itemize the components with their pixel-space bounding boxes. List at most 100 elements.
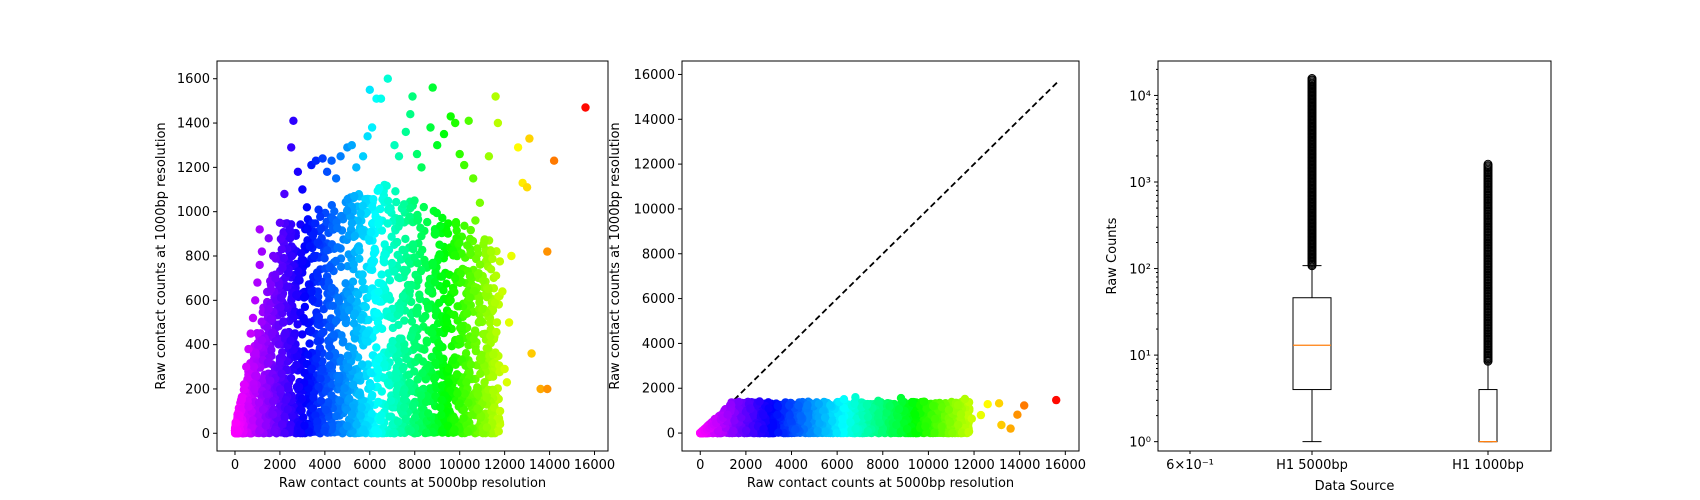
data-point xyxy=(357,403,366,412)
data-point xyxy=(364,315,373,325)
data-point xyxy=(244,344,253,354)
data-point xyxy=(382,181,391,190)
data-point xyxy=(424,409,433,418)
data-point xyxy=(328,301,337,310)
data-point xyxy=(369,195,378,204)
data-point xyxy=(294,382,304,392)
data-point xyxy=(498,287,507,296)
data-point xyxy=(414,276,423,285)
data-point xyxy=(348,344,357,353)
data-point xyxy=(376,94,386,103)
data-point xyxy=(350,309,360,318)
data-point xyxy=(390,141,399,150)
y-tick-label: 200 xyxy=(185,382,210,397)
data-point xyxy=(431,358,440,367)
data-point xyxy=(406,204,415,213)
data-point xyxy=(453,389,462,398)
data-point xyxy=(432,208,441,218)
data-point xyxy=(488,254,497,263)
data-point xyxy=(491,92,500,101)
data-point xyxy=(374,397,383,407)
data-point xyxy=(281,395,291,405)
data-point xyxy=(387,232,396,241)
data-point xyxy=(327,379,336,389)
data-point xyxy=(491,271,501,280)
data-point xyxy=(415,294,425,304)
data-point xyxy=(374,287,383,296)
data-point xyxy=(387,258,397,268)
data-point xyxy=(307,287,316,296)
data-point xyxy=(302,203,312,212)
data-point xyxy=(362,329,371,338)
data-point xyxy=(299,313,308,323)
data-point xyxy=(436,403,445,412)
x-tick-label: 6000 xyxy=(353,458,386,473)
data-point xyxy=(394,357,403,366)
data-point xyxy=(406,426,415,435)
data-point xyxy=(330,207,339,216)
data-point xyxy=(465,293,475,302)
data-point xyxy=(536,384,545,394)
data-point xyxy=(332,411,341,421)
data-point xyxy=(393,237,402,247)
data-point xyxy=(448,355,458,365)
data-point xyxy=(460,221,469,230)
data-point xyxy=(486,265,496,274)
data-point xyxy=(248,313,258,323)
data-point xyxy=(421,259,430,269)
data-point xyxy=(471,346,481,356)
data-point xyxy=(316,224,326,233)
data-point xyxy=(306,326,316,335)
data-point xyxy=(348,380,358,389)
data-point xyxy=(355,246,364,255)
y-tick-label: 400 xyxy=(185,338,210,353)
data-point xyxy=(235,411,244,420)
data-point xyxy=(467,410,477,419)
data-point xyxy=(388,345,397,354)
data-point xyxy=(277,420,287,429)
data-point xyxy=(435,250,444,259)
data-point xyxy=(413,210,422,220)
data-point xyxy=(340,384,349,393)
data-point xyxy=(356,411,365,420)
data-point xyxy=(372,343,381,352)
data-point xyxy=(308,231,318,240)
data-point xyxy=(465,234,475,244)
data-point xyxy=(278,263,287,272)
data-point xyxy=(473,405,482,414)
x-tick-label: 16000 xyxy=(574,458,615,473)
data-point xyxy=(274,281,284,290)
data-point xyxy=(464,116,473,126)
data-point xyxy=(549,156,559,165)
data-point xyxy=(357,315,366,324)
data-point xyxy=(373,365,383,374)
data-point xyxy=(455,334,464,344)
data-point xyxy=(251,371,260,380)
data-point xyxy=(275,218,285,227)
data-point xyxy=(418,314,427,323)
data-point xyxy=(466,360,476,369)
data-point xyxy=(466,225,475,235)
data-point xyxy=(484,284,493,294)
data-point xyxy=(383,219,392,228)
data-point xyxy=(476,315,485,325)
data-point xyxy=(407,317,417,326)
data-point xyxy=(462,378,471,387)
data-point xyxy=(337,211,346,221)
data-point xyxy=(277,245,286,254)
data-point xyxy=(488,372,498,381)
data-point xyxy=(450,415,459,424)
data-point xyxy=(451,274,460,283)
data-point xyxy=(482,393,491,402)
data-point xyxy=(336,262,346,272)
data-point xyxy=(391,368,401,377)
data-point xyxy=(280,189,289,199)
data-point xyxy=(444,364,454,373)
data-point xyxy=(409,244,418,254)
data-point xyxy=(283,282,292,292)
data-point xyxy=(418,368,427,378)
data-point xyxy=(323,246,332,255)
data-point xyxy=(581,103,590,112)
data-point xyxy=(292,360,301,369)
data-point xyxy=(457,322,467,332)
